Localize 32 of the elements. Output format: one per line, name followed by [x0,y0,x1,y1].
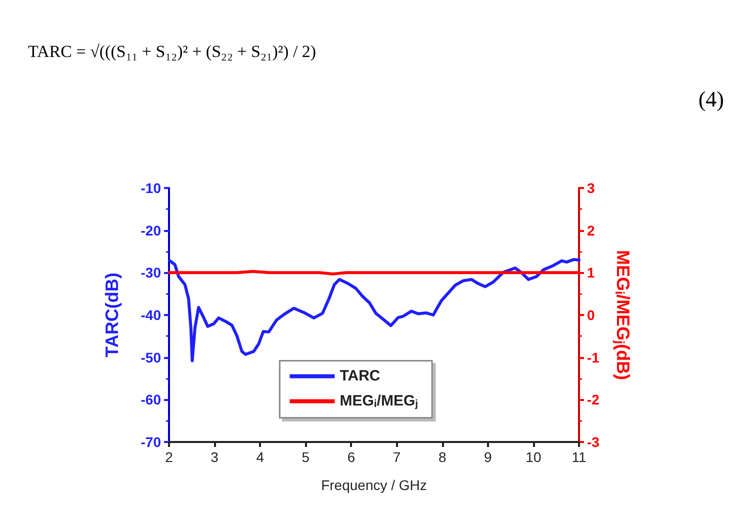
x-tick-label: 3 [210,449,219,465]
y2-tick-label: 3 [587,180,595,196]
y-tick-label: -30 [140,264,162,281]
y2-tick-label: -2 [587,392,600,408]
legend-label: TARC [340,368,380,385]
y-tick-label: -20 [140,222,162,238]
y2-tick-label: -3 [587,434,600,450]
y2-tick-label: 1 [587,264,595,281]
y2-tick-label: 2 [587,222,595,238]
x-tick-label: 11 [572,449,586,465]
y-tick-label: -50 [140,349,162,366]
legend-label: MEGi/MEGj [340,392,418,410]
line-series [168,258,580,362]
y-tick-label: -10 [140,180,162,196]
x-tick-label: 8 [438,449,446,465]
x-tick-label: 6 [347,449,356,465]
text: TARC = √(((S₁₁ + S₁₂)² + (S₂₂ + S₂₁)²) / 2) [28,42,316,61]
x-tick-label: 9 [484,449,492,465]
y2-tick-label: -1 [587,349,600,366]
x-tick-label: 10 [526,449,542,465]
y-axis-title: TARC(dB) [102,272,122,358]
x-tick-label: 7 [392,449,401,465]
x-tick-label: 2 [165,449,174,465]
y-tick-label: -70 [140,434,162,450]
y-tick-label: -60 [140,392,162,408]
y2-axis-title: MEGi/MEGj(dB) [612,250,634,380]
x-axis-title: Frequency / GHz [321,477,427,493]
x-tick-label: 5 [302,449,310,465]
y2-tick-label: 0 [587,307,595,323]
text: (4) [698,86,724,112]
x-tick-label: 4 [256,449,264,465]
y-tick-label: -40 [140,307,162,323]
